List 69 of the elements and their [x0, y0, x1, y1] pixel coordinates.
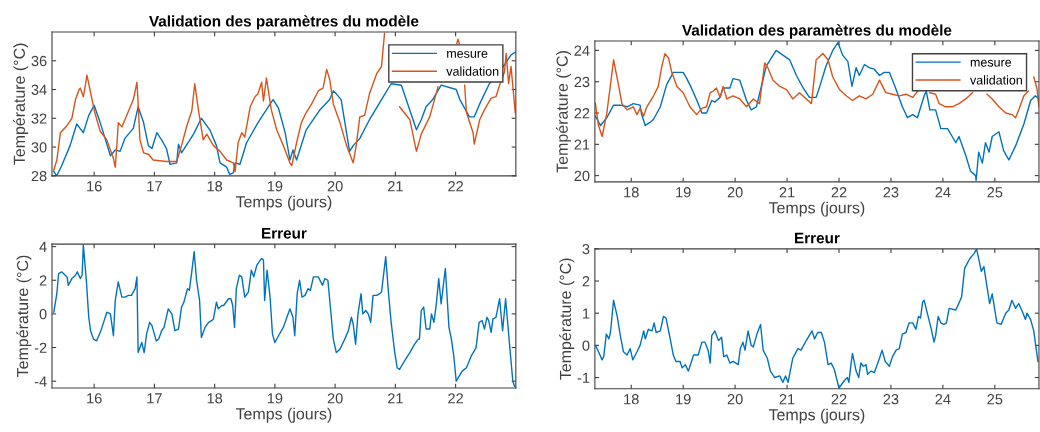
y-axis-title: Température (°C): [13, 43, 29, 165]
y-tick-label: 28: [31, 170, 47, 182]
x-tick-label: 21: [387, 393, 403, 404]
x-tick-label: 20: [327, 393, 343, 404]
chart-title: Erreur: [795, 232, 840, 244]
y-tick-label: 0: [582, 340, 590, 351]
chart-title: Validation des paramètres du modèle: [682, 24, 952, 39]
y-tick-label: -1: [577, 372, 590, 383]
y-tick-label: -4: [34, 376, 47, 387]
x-tick-label: 25: [987, 394, 1003, 405]
y-tick-label: 0: [39, 309, 47, 320]
y-axis-title: Température (°C): [16, 255, 32, 377]
x-tick-label: 16: [87, 181, 102, 192]
y-axis-title: Température (°C): [559, 258, 575, 380]
line-series: [594, 248, 1039, 389]
x-tick-label: 21: [387, 181, 403, 192]
x-tick-label: 22: [448, 393, 463, 404]
x-tick-label: 22: [831, 394, 847, 405]
x-tick-label: 24: [935, 394, 951, 405]
x-tick-label: 23: [883, 394, 899, 405]
y-tick-label: 22: [574, 108, 590, 119]
x-tick-label: 24: [935, 187, 951, 198]
x-tick-label: 20: [327, 181, 343, 192]
x-tick-label: 19: [267, 393, 283, 404]
legend-label: validation: [446, 66, 499, 76]
y-tick-label: 24: [574, 45, 590, 56]
x-tick-label: 21: [779, 394, 795, 405]
y-tick-label: 2: [582, 276, 590, 287]
y-tick-label: 30: [31, 142, 47, 153]
x-tick-label: 17: [147, 393, 162, 404]
x-tick-label: 19: [267, 181, 283, 192]
y-tick-label: 1: [583, 308, 590, 319]
x-tick-label: 21: [779, 187, 795, 198]
y-tick-label: -2: [34, 342, 47, 353]
y-tick-label: 2: [39, 275, 47, 286]
legend-label: mesure: [447, 51, 488, 58]
x-tick-label: 18: [624, 187, 639, 198]
x-tick-label: 20: [727, 394, 743, 405]
x-axis-title: Temps (jours): [235, 407, 332, 423]
x-tick-label: 18: [207, 181, 223, 192]
x-tick-label: 16: [87, 393, 102, 404]
y-tick-label: 23: [574, 76, 590, 88]
chart-title: Erreur: [262, 228, 307, 239]
y-axis-title: Température (°C): [555, 51, 572, 173]
line-series: [594, 41, 1039, 182]
y-tick-label: 4: [39, 241, 47, 252]
legend-label: mesure: [970, 59, 1012, 67]
y-tick-label: 21: [574, 139, 590, 150]
x-axis-title: Temps (jours): [235, 195, 332, 211]
chart-title: Validation des paramètres du modèle: [149, 15, 419, 30]
line-series: [53, 244, 516, 387]
x-tick-label: 19: [676, 394, 691, 405]
x-tick-label: 17: [147, 181, 162, 192]
x-tick-label: 22: [831, 187, 847, 198]
y-tick-label: 36: [31, 55, 47, 67]
y-tick-label: 32: [31, 113, 47, 124]
y-tick-label: 34: [31, 84, 47, 95]
x-tick-label: 25: [987, 187, 1003, 198]
x-tick-label: 22: [448, 181, 463, 192]
x-tick-label: 18: [624, 394, 639, 405]
y-tick-label: 3: [582, 243, 590, 255]
x-tick-label: 20: [727, 187, 743, 198]
x-axis-title: Temps (jours): [768, 201, 865, 217]
legend-label: validation: [970, 75, 1022, 85]
x-axis-title: Temps (jours): [768, 408, 865, 424]
x-tick-label: 18: [207, 393, 223, 404]
x-tick-label: 19: [676, 187, 691, 198]
x-tick-label: 23: [883, 187, 899, 198]
y-tick-label: 20: [574, 170, 590, 182]
